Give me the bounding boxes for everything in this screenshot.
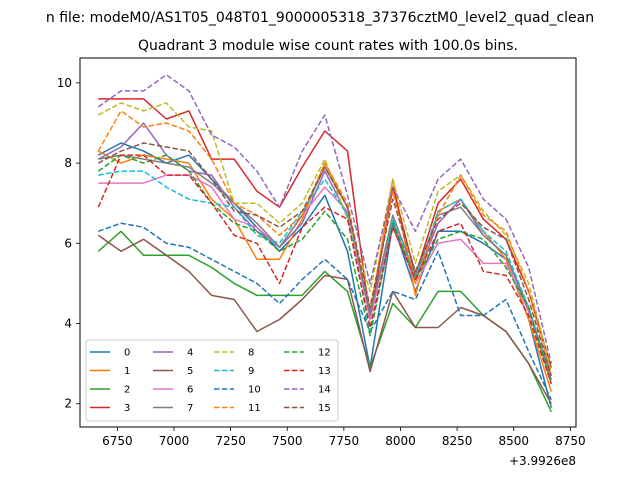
x-tick-label: 8250: [442, 434, 473, 448]
y-tick-label: 2: [64, 397, 72, 411]
legend-label-14: 14: [318, 385, 331, 396]
series-line-14: [97, 74, 553, 364]
series-line-9: [98, 170, 553, 384]
x-tick-label: 7000: [159, 434, 190, 448]
legend-label-6: 6: [187, 385, 193, 396]
legend-label-10: 10: [248, 385, 261, 396]
y-axis: 2 4 6 8 10: [57, 76, 80, 411]
series-line-15: [97, 142, 553, 376]
x-tick-label: 7250: [215, 434, 246, 448]
x-axis: 6750 7000 7250 7500 7750 8000 8250 8500 8750: [102, 427, 586, 448]
series-line-10: [98, 222, 552, 401]
legend-label-5: 5: [187, 366, 193, 377]
x-tick-label: 6750: [102, 434, 133, 448]
x-axis-offset-label: +3.9926e8: [509, 454, 576, 468]
x-tick-label: 8750: [555, 434, 586, 448]
series-line-11: [97, 110, 553, 376]
series-line-13: [97, 154, 553, 384]
x-tick-label: 7500: [272, 434, 303, 448]
series-line-8: [97, 102, 553, 372]
series-line-2: [97, 230, 552, 413]
legend-label-15: 15: [318, 403, 331, 414]
chart-title: Quadrant 3 module wise count rates with …: [138, 38, 518, 54]
figure-suptitle: n file: modeM0/AS1T05_048T01_9000005318_…: [46, 10, 594, 26]
legend-box: [85, 339, 339, 422]
legend-label-4: 4: [187, 348, 193, 359]
y-tick-label: 10: [57, 76, 72, 90]
x-tick-label: 8000: [385, 434, 416, 448]
series-line-5: [97, 234, 552, 405]
series-layer: [97, 74, 553, 413]
y-tick-label: 6: [64, 236, 72, 250]
legend-label-13: 13: [318, 366, 331, 377]
legend-label-12: 12: [318, 348, 331, 359]
legend-label-3: 3: [124, 403, 130, 414]
legend-label-8: 8: [248, 348, 254, 359]
legend-label-1: 1: [124, 366, 130, 377]
y-tick-label: 4: [64, 317, 72, 331]
series-line-12: [97, 154, 553, 384]
legend-label-9: 9: [248, 366, 254, 377]
axes-frame: [79, 57, 577, 428]
legend-label-0: 0: [124, 348, 130, 359]
legend-label-11: 11: [248, 403, 261, 414]
x-tick-label: 7750: [329, 434, 360, 448]
legend-label-2: 2: [124, 385, 130, 396]
series-line-4: [97, 122, 553, 376]
series-line-3: [98, 98, 553, 368]
y-tick-label: 8: [64, 156, 72, 170]
x-tick-label: 8500: [498, 434, 529, 448]
legend-label-7: 7: [187, 403, 193, 414]
